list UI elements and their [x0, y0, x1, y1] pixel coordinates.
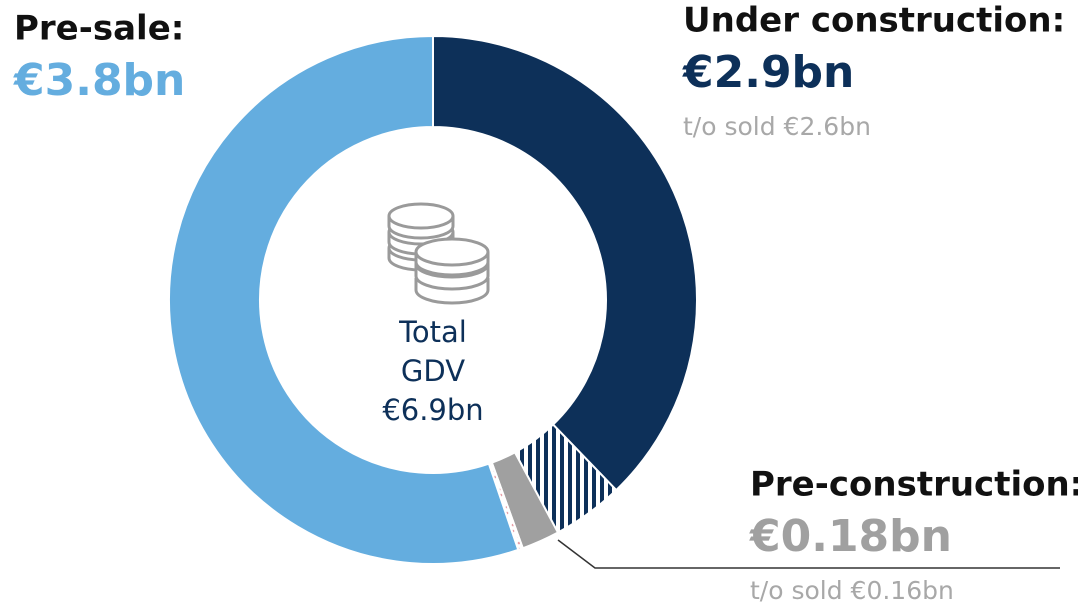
center-label: GDV [401, 354, 465, 388]
category-label: Pre-sale: [14, 9, 184, 49]
value-label: €2.9bn [682, 47, 854, 98]
value-label: €3.8bn [13, 55, 185, 106]
leader-line [557, 539, 1060, 569]
donut [168, 34, 698, 565]
category-label: Under construction: [683, 1, 1065, 41]
coins-icon [387, 202, 490, 305]
sold-label: t/o sold €0.16bn [750, 576, 954, 603]
center-total: €6.9bn [382, 393, 483, 427]
sold-label: t/o sold €2.6bn [683, 112, 871, 141]
donut-segment [168, 34, 520, 565]
center-label: Total [398, 315, 467, 349]
value-label: €0.18bn [749, 511, 952, 562]
category-label: Pre-construction: [750, 465, 1078, 505]
donut-segment-sold [432, 34, 698, 492]
